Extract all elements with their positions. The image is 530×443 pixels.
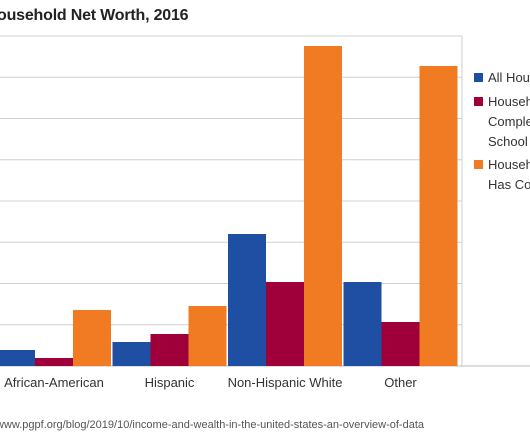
bar	[188, 306, 227, 366]
bar	[343, 282, 382, 366]
x-tick-label: Other	[384, 375, 417, 390]
legend-label: School	[488, 134, 528, 149]
x-tick-label: African-American	[4, 375, 104, 390]
bar	[0, 350, 35, 366]
bar	[73, 310, 111, 366]
chart-title: ousehold Net Worth, 2016	[0, 7, 189, 24]
bar	[112, 342, 151, 366]
legend-swatch	[474, 73, 483, 82]
legend-swatch	[474, 97, 483, 106]
x-tick-label: Non-Hispanic White	[228, 375, 343, 390]
bar	[381, 322, 420, 366]
bar	[304, 46, 342, 366]
x-tick-label: Hispanic	[145, 375, 195, 390]
bar	[419, 66, 458, 366]
bar	[228, 234, 266, 366]
legend-label: Comple	[488, 114, 530, 129]
bar	[266, 282, 304, 366]
legend-label: All Hou	[488, 70, 530, 85]
legend-label: Househ	[488, 94, 530, 109]
bar	[150, 334, 189, 366]
legend-label: Has Co	[488, 177, 530, 192]
source-url: www.pgpf.org/blog/2019/10/income-and-wea…	[0, 419, 425, 431]
legend-label: Househ	[488, 157, 530, 172]
legend-swatch	[474, 160, 483, 169]
bar	[35, 358, 73, 366]
